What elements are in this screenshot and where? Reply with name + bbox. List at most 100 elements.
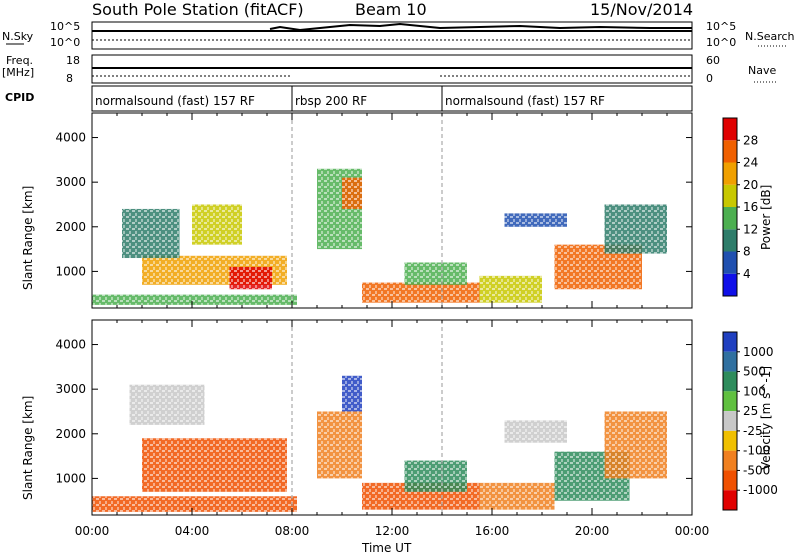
beam-label: Beam 10	[355, 0, 427, 19]
colorbar-swatch	[723, 118, 737, 141]
colorbar-swatch	[723, 140, 737, 163]
data-region-texture	[342, 375, 362, 412]
colorbar-tick-label: 100	[743, 384, 766, 398]
freq-tick-bottom: 8	[66, 72, 73, 85]
data-region-texture	[92, 496, 297, 512]
data-region-texture	[504, 420, 567, 443]
freq-tick-top: 18	[66, 54, 80, 67]
velocity-xlabel: Time UT	[361, 541, 412, 554]
data-region-texture	[604, 411, 667, 479]
x-tick-label: 12:00	[375, 524, 410, 538]
x-tick-label: 04:00	[175, 524, 210, 538]
colorbar-swatch	[723, 162, 737, 185]
data-region-texture	[92, 294, 297, 305]
cpid-mode-label: rbsp 200 RF	[295, 94, 367, 108]
colorbar-tick-label: 20	[743, 178, 758, 192]
y-tick-label: 3000	[55, 175, 86, 189]
velocity-ylabel: Slant Range [km]	[21, 396, 35, 500]
nsky-tick-bottom: 10^0	[50, 36, 80, 49]
colorbar-swatch	[723, 371, 737, 392]
y-tick-label: 2000	[55, 427, 86, 441]
data-region-texture	[129, 384, 205, 425]
colorbar-swatch	[723, 207, 737, 230]
x-tick-label: 00:00	[75, 524, 110, 538]
nsky-label: N.Sky	[2, 30, 34, 43]
nsky-panel: N.Sky 10^5 10^0 10^5 10^0 N.Search	[2, 20, 795, 50]
nave-label: Nave	[748, 64, 776, 77]
freq-panel: Freq. [MHz] 18 8 60 0 Nave	[2, 54, 778, 85]
colorbar-tick-label: 25	[743, 404, 758, 418]
power-ylabel: Slant Range [km]	[21, 186, 35, 290]
data-region-texture	[404, 460, 467, 492]
y-tick-label: 1000	[55, 264, 86, 278]
data-region-texture	[342, 177, 362, 209]
colorbar-swatch	[723, 273, 737, 296]
velocity-colorbar: 1000 500 100 25 -25 -100 -500 -1000 Velocity [m…	[722, 331, 778, 511]
cpid-mode-label: normalsound (fast) 157 RF	[445, 94, 605, 108]
colorbar-tick-label: 28	[743, 133, 758, 147]
nave-tick-bottom: 0	[706, 72, 713, 85]
data-region-texture	[192, 204, 242, 245]
nsearch-tick-top: 10^5	[706, 20, 736, 33]
nsearch-label: N.Search	[745, 30, 795, 43]
y-tick-label: 3000	[55, 382, 86, 396]
colorbar-tick-label: -1000	[743, 483, 778, 497]
colorbar-tick-label: -100	[743, 444, 770, 458]
data-region-texture	[479, 275, 542, 303]
nsky-tick-top: 10^5	[50, 20, 80, 33]
nsearch-tick-bottom: 10^0	[706, 36, 736, 49]
colorbar-tick-label: 16	[743, 200, 758, 214]
data-region-texture	[229, 266, 272, 290]
cpid-label: CPID	[5, 91, 34, 104]
colorbar-tick-label: -500	[743, 463, 770, 477]
data-region-texture	[317, 411, 362, 479]
y-tick-label: 2000	[55, 220, 86, 234]
y-tick-label: 4000	[55, 338, 86, 352]
colorbar-swatch	[723, 184, 737, 207]
freq-label: Freq.	[6, 54, 33, 67]
colorbar-swatch	[723, 470, 737, 491]
colorbar-swatch	[723, 430, 737, 451]
power-colorbar-label: Power [dB]	[759, 185, 773, 250]
y-tick-label: 1000	[55, 471, 86, 485]
colorbar-swatch	[723, 391, 737, 412]
nave-tick-top: 60	[706, 54, 720, 67]
data-region-texture	[142, 438, 287, 492]
figure-title: South Pole Station (fitACF)	[92, 0, 304, 19]
colorbar-tick-label: 4	[743, 267, 751, 281]
x-tick-label: 08:00	[275, 524, 310, 538]
colorbar-frame	[722, 331, 738, 511]
colorbar-swatch	[723, 490, 737, 510]
colorbar-swatch	[723, 411, 737, 431]
data-region-texture	[604, 204, 667, 254]
colorbar-tick-label: 24	[743, 156, 758, 170]
colorbar-swatch	[723, 450, 737, 471]
colorbar-swatch	[723, 251, 737, 274]
colorbar-tick-label: 500	[743, 365, 766, 379]
colorbar-tick-label: 12	[743, 222, 758, 236]
x-tick-label: 16:00	[475, 524, 510, 538]
colorbar-swatch	[723, 229, 737, 252]
freq-unit: [MHz]	[2, 66, 34, 79]
y-tick-label: 4000	[55, 131, 86, 145]
cpid-mode-label: normalsound (fast) 157 RF	[95, 94, 255, 108]
velocity-colorbar-label: Velocity [m s^-1]	[759, 366, 773, 470]
colorbar-tick-label: 8	[743, 245, 751, 259]
colorbar-tick-label: 1000	[743, 345, 774, 359]
date-label: 15/Nov/2014	[590, 0, 693, 19]
power-colorbar: 4 8 12 16 20 24 28 Power [dB]	[722, 117, 773, 297]
cpid-bar: CPID normalsound (fast) 157 RF rbsp 200 R…	[5, 85, 693, 112]
colorbar-swatch	[723, 351, 737, 372]
colorbar-swatch	[723, 332, 737, 352]
data-region-texture	[362, 282, 480, 303]
data-region-texture	[404, 262, 467, 285]
x-tick-label: 00:00	[675, 524, 710, 538]
x-tick-label: 20:00	[575, 524, 610, 538]
data-region-texture	[479, 482, 555, 510]
data-region-texture	[504, 213, 567, 227]
colorbar-tick-label: -25	[743, 424, 763, 438]
power-panel: 1000 2000 3000 4000 Slant Range [km]	[21, 112, 693, 309]
data-region-texture	[122, 208, 180, 259]
velocity-panel: 1000 2000 3000 4000 00:00 04:00 08:00 12:00 16:0…	[21, 319, 710, 554]
